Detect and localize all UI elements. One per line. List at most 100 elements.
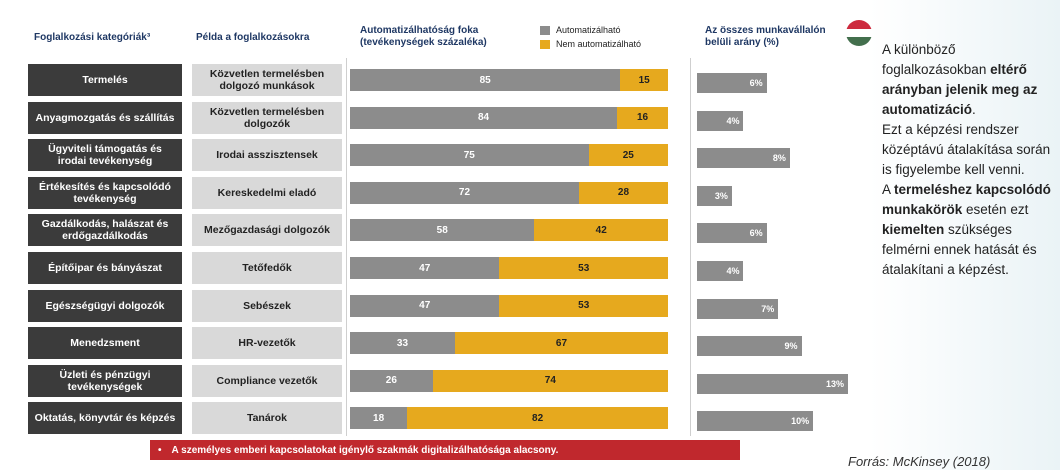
text: Ezt a képzési rendszer középtávú átalakí… bbox=[882, 122, 1051, 177]
example-box: HR-vezetők bbox=[192, 327, 342, 360]
category-header: Foglalkozási kategóriák³ bbox=[34, 32, 151, 43]
data-label: 72 bbox=[458, 187, 471, 199]
footer-banner: • A személyes emberi kapcsolatokat igényl… bbox=[150, 440, 740, 460]
category-box: Oktatás, könyvtár és képzés bbox=[28, 402, 182, 435]
legend-swatch bbox=[540, 40, 550, 49]
bar-segment: 42 bbox=[534, 219, 668, 242]
share-bar bbox=[697, 110, 744, 131]
text: esetén ezt bbox=[962, 202, 1029, 217]
data-label: 18 bbox=[373, 412, 385, 424]
source: Forrás: McKinsey (2018) bbox=[848, 454, 991, 469]
data-label: 15 bbox=[638, 74, 650, 86]
category-box: Üzleti és pénzügyi tevékenységek bbox=[28, 364, 182, 397]
example-box: Compliance vezetők bbox=[192, 364, 342, 397]
data-label: 25 bbox=[622, 149, 634, 161]
automation-title: Automatizálhatóság foka (tevékenységek s… bbox=[360, 25, 487, 48]
data-label: 47 bbox=[419, 262, 431, 274]
paragraph: A termeléshez kapcsolódó munkakörök eset… bbox=[882, 180, 1054, 280]
share-title: Az összes munkavállalón belüli arány (%) bbox=[705, 25, 826, 48]
data-label: 84 bbox=[477, 112, 490, 124]
data-label: 47 bbox=[419, 300, 431, 312]
data-label: 53 bbox=[578, 300, 590, 312]
bar-segment: 26 bbox=[350, 369, 433, 392]
share-bar bbox=[697, 336, 802, 357]
bar-segment: 25 bbox=[588, 144, 668, 167]
data-label: 82 bbox=[532, 412, 544, 424]
share-label: 6% bbox=[749, 228, 763, 239]
separator bbox=[346, 58, 347, 436]
share-bar bbox=[697, 73, 767, 93]
separator bbox=[690, 58, 691, 436]
share-bar bbox=[697, 148, 790, 169]
example-box: Irodai asszisztensek bbox=[192, 139, 342, 172]
share-bar bbox=[697, 223, 767, 244]
bold-text: termeléshez kapcsolódó munkakörök bbox=[882, 182, 1051, 217]
share-label: 4% bbox=[726, 266, 740, 276]
share-bar bbox=[697, 373, 848, 394]
legend-label: Automatizálható bbox=[556, 25, 621, 35]
category-box: Ügyviteli támogatás és irodai tevékenysé… bbox=[28, 139, 182, 172]
category-box: Anyagmozgatás és szállítás bbox=[28, 101, 182, 134]
data-label: 58 bbox=[436, 224, 448, 236]
legend-label: Nem automatizálható bbox=[556, 39, 642, 49]
bold-text: eltérő arányban jelenik meg az automatiz… bbox=[882, 62, 1038, 117]
data-label: 67 bbox=[555, 337, 568, 349]
data-label: 16 bbox=[636, 112, 649, 124]
share-bar bbox=[697, 185, 732, 206]
bar-segment: 72 bbox=[350, 181, 579, 204]
example-box: Mezőgazdasági dolgozók bbox=[192, 214, 342, 247]
bar-segment: 15 bbox=[620, 69, 668, 91]
bar-segment: 33 bbox=[350, 332, 455, 355]
category-box: Menedzsment bbox=[28, 327, 182, 360]
bar-segment: 53 bbox=[499, 294, 668, 317]
bar-segment: 47 bbox=[350, 294, 500, 317]
category-box: Építőipar és bányászat bbox=[28, 252, 182, 284]
share-bar bbox=[697, 261, 744, 281]
paragraph: Ezt a képzési rendszer középtávú átalakí… bbox=[882, 120, 1054, 180]
share-label: 4% bbox=[726, 115, 740, 126]
data-label: 28 bbox=[617, 187, 630, 199]
share-label: 13% bbox=[825, 378, 844, 389]
example-header: Példa a foglalkozásokra bbox=[196, 32, 310, 43]
bar-segment: 18 bbox=[350, 407, 408, 430]
share-label: 7% bbox=[761, 303, 775, 314]
share-label: 9% bbox=[784, 341, 798, 352]
legend-swatch bbox=[540, 26, 550, 35]
paragraph: A különböző foglalkozásokban eltérő arán… bbox=[882, 40, 1054, 120]
share-bar bbox=[697, 298, 779, 319]
data-label: 74 bbox=[544, 375, 556, 387]
example-box: Közvetlen termelésben dolgozók bbox=[192, 101, 342, 134]
share-label: 10% bbox=[791, 416, 810, 427]
category-box: Értékesítés és kapcsolódó tevékenység bbox=[28, 176, 182, 209]
footer-text: A személyes emberi kapcsolatokat igénylő… bbox=[171, 444, 559, 456]
data-label: 42 bbox=[595, 224, 607, 236]
bar-segment: 85 bbox=[350, 69, 621, 91]
example-box: Tetőfedők bbox=[192, 252, 342, 284]
text: A különböző foglalkozásokban bbox=[882, 42, 991, 77]
category-box: Egészségügyi dolgozók bbox=[28, 289, 182, 322]
bar-segment: 58 bbox=[350, 219, 535, 242]
share-label: 6% bbox=[749, 78, 763, 88]
bar-segment: 67 bbox=[454, 332, 668, 355]
data-label: 75 bbox=[463, 149, 475, 161]
bar-segment: 74 bbox=[432, 369, 668, 392]
bar-segment: 16 bbox=[617, 106, 668, 129]
bar-segment: 75 bbox=[350, 144, 589, 167]
share-label: 8% bbox=[772, 153, 786, 164]
category-box: Gazdálkodás, halászat és erdőgazdálkodás bbox=[28, 214, 182, 247]
bold-text: kiemelten bbox=[882, 222, 945, 237]
example-box: Közvetlen termelésben dolgozó munkások bbox=[192, 64, 342, 96]
text: . bbox=[972, 102, 976, 117]
sidebar: A különböző foglalkozásokban eltérő arán… bbox=[882, 40, 1054, 280]
bar-segment: 28 bbox=[578, 181, 668, 204]
bar-segment: 53 bbox=[499, 257, 668, 279]
data-label: 33 bbox=[396, 337, 409, 349]
example-box: Sebészek bbox=[192, 289, 342, 322]
hungarian-flag bbox=[846, 20, 872, 46]
example-box: Kereskedelmi eladó bbox=[192, 176, 342, 209]
data-label: 53 bbox=[578, 262, 590, 274]
bar-segment: 82 bbox=[407, 407, 668, 430]
bar-segment: 47 bbox=[350, 257, 500, 279]
text: A bbox=[882, 182, 895, 197]
